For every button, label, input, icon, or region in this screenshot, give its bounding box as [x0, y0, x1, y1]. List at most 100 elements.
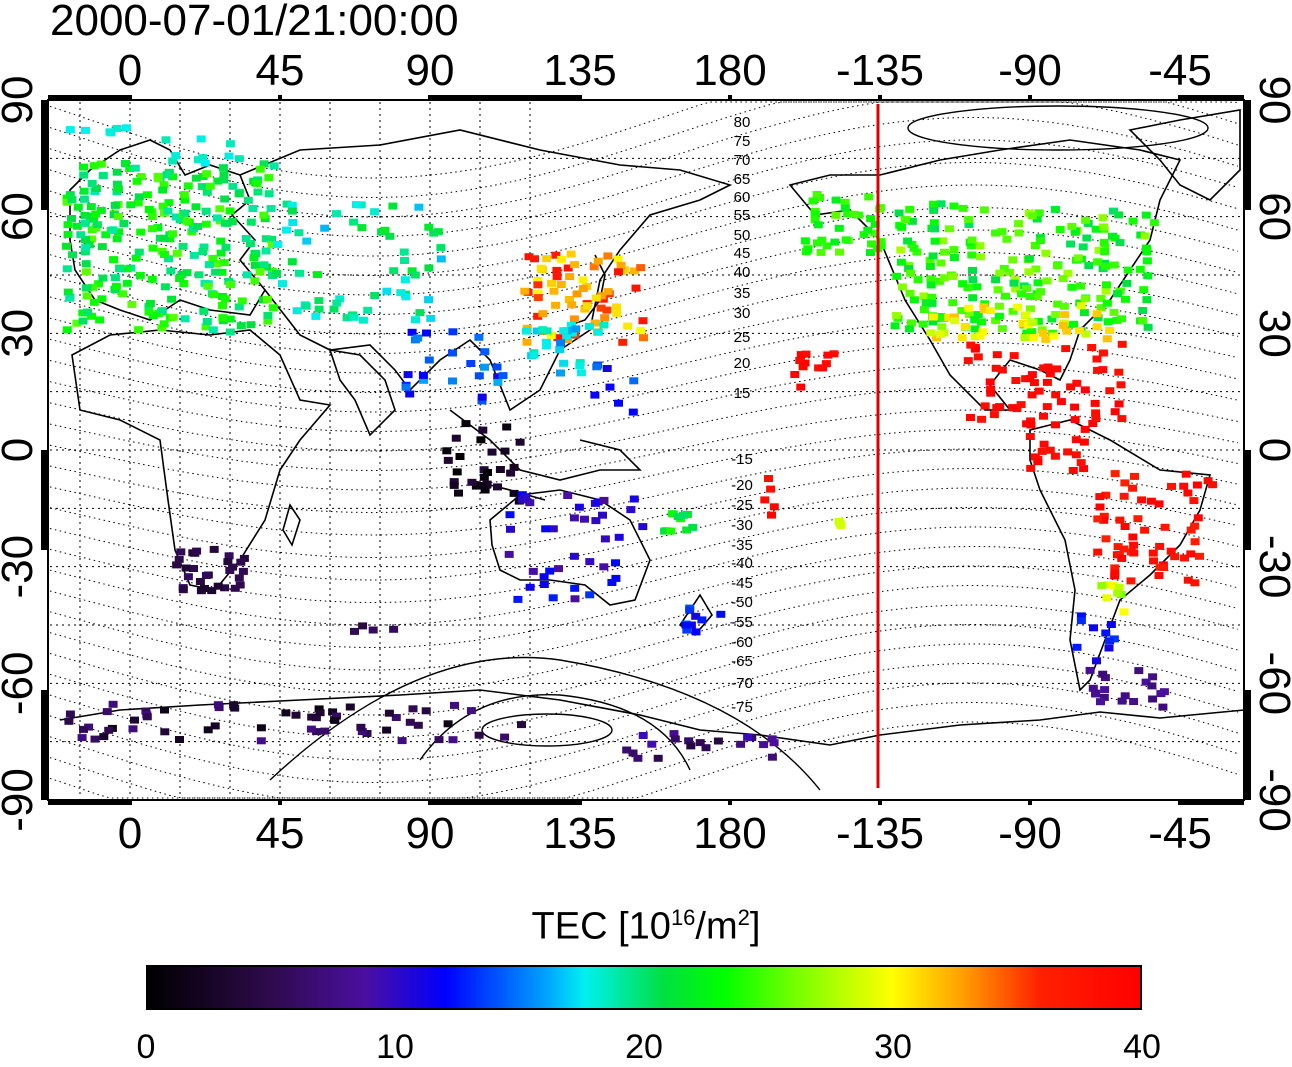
tec-cell: [182, 269, 192, 277]
tec-cell: [213, 582, 223, 590]
tec-cell: [498, 372, 508, 380]
tec-cell: [1093, 515, 1103, 523]
tec-cell: [767, 735, 777, 743]
tec-cell: [986, 307, 996, 315]
tec-cell: [905, 289, 915, 297]
tick-mark: [1028, 95, 1032, 101]
tec-cell: [673, 513, 683, 521]
tec-cell: [542, 342, 551, 350]
tec-cell: [1068, 467, 1078, 474]
tec-cell: [175, 736, 184, 743]
tec-cells: [62, 124, 1218, 762]
tec-cell: [1117, 340, 1127, 348]
tec-cell: [1114, 400, 1124, 408]
tec-cell: [1119, 492, 1129, 500]
tec-cell: [810, 210, 820, 218]
tec-cell: [89, 162, 99, 170]
tec-cell: [1027, 319, 1037, 326]
tec-cell: [199, 243, 209, 251]
tec-cell: [448, 328, 458, 336]
frame-bar: [430, 799, 580, 805]
tec-cell: [589, 263, 599, 271]
tec-cell: [80, 219, 90, 227]
tec-cell: [614, 268, 623, 276]
tec-cell: [1042, 277, 1052, 285]
tec-cell: [994, 302, 1004, 310]
tec-cell: [1148, 695, 1158, 703]
top-lon-label: 135: [543, 46, 616, 95]
tec-cell: [1082, 234, 1092, 242]
tec-cell: [1183, 489, 1193, 497]
south-contour: [419, 693, 691, 771]
tec-cell: [144, 308, 154, 316]
tec-cell: [79, 195, 89, 203]
tec-cell: [1093, 314, 1103, 322]
contour-label: -55: [731, 614, 753, 631]
tec-cell: [813, 221, 823, 229]
tec-cell: [633, 754, 643, 762]
tec-cell: [1027, 391, 1037, 399]
tec-cell: [466, 707, 476, 715]
tec-cell: [210, 722, 220, 730]
tec-cell: [509, 463, 519, 471]
tec-cell: [1056, 398, 1066, 406]
tec-cell: [629, 495, 639, 503]
tec-cell: [894, 209, 904, 217]
tec-cell: [895, 221, 905, 229]
tec-cell: [178, 586, 188, 594]
tec-cell: [628, 408, 638, 416]
tec-cell: [562, 333, 572, 341]
contour-label: 60: [734, 189, 751, 206]
tec-cell: [1155, 542, 1165, 550]
tec-cell: [790, 371, 800, 378]
tec-cell: [110, 201, 120, 209]
tec-cell: [493, 483, 502, 491]
tec-cell: [556, 281, 566, 288]
tec-cell: [553, 334, 563, 342]
left-lat-label: 90: [0, 76, 42, 125]
tec-cell: [217, 268, 227, 276]
tec-cell: [161, 136, 171, 144]
tec-cell: [907, 217, 917, 225]
tec-cell: [218, 302, 227, 309]
tec-cell: [960, 323, 970, 330]
tec-cell: [141, 707, 151, 715]
tec-cell: [195, 578, 205, 585]
tec-cell: [81, 268, 91, 276]
tec-cell: [1017, 290, 1026, 298]
tec-cell: [102, 708, 112, 716]
right-lat-label: -60: [1250, 652, 1292, 716]
tec-cell: [1051, 311, 1061, 318]
tec-cell: [196, 587, 206, 595]
tec-cell: [294, 269, 304, 277]
tec-cell: [599, 321, 609, 329]
tec-cell: [929, 200, 938, 208]
tec-cell: [65, 710, 75, 718]
tec-cell: [529, 351, 539, 359]
contour-label: 75: [734, 133, 751, 150]
tec-cell: [358, 622, 368, 630]
tec-cell: [1117, 315, 1126, 323]
tec-cell: [831, 196, 841, 204]
tec-cell: [115, 265, 125, 273]
tec-cell: [401, 293, 411, 301]
tec-cell: [104, 726, 114, 734]
top-lon-label: -135: [836, 46, 924, 95]
tec-cell: [176, 548, 186, 556]
tec-cell: [1203, 477, 1213, 485]
tec-cell: [1102, 299, 1112, 307]
left-lat-label: -60: [0, 652, 42, 716]
contour-line: [49, 604, 1239, 716]
tec-cell: [389, 267, 399, 275]
tec-cell: [1112, 316, 1122, 324]
contour-label: 35: [734, 285, 751, 302]
tec-cell: [266, 205, 276, 212]
tec-cell: [220, 584, 230, 592]
tec-cell: [1027, 212, 1037, 220]
tec-cell: [443, 720, 453, 728]
tec-cell: [1053, 262, 1062, 270]
tec-cell: [1128, 533, 1138, 541]
tec-cell: [358, 316, 368, 324]
tec-cell: [385, 232, 395, 240]
axis-tick-bars: [41, 95, 1251, 805]
